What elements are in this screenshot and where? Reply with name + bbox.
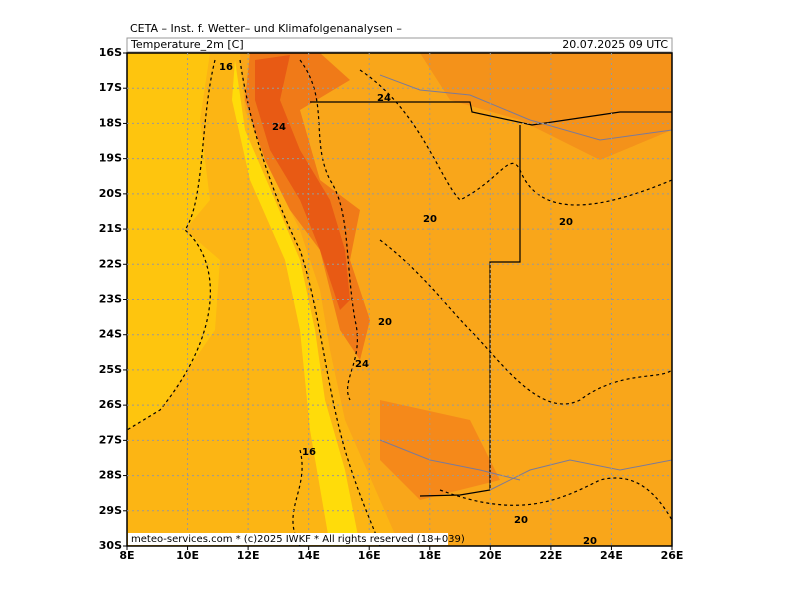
x-tick-label: 22E [539, 549, 562, 562]
y-tick-label: 18S [99, 116, 122, 129]
y-tick-label: 27S [99, 433, 122, 446]
y-tick-label: 17S [99, 81, 122, 94]
warm-zone [420, 53, 672, 160]
contour-label: 20 [514, 515, 528, 526]
contour-label: 20 [378, 317, 392, 328]
coastal-strip [232, 60, 360, 546]
y-tick-label: 26S [99, 398, 122, 411]
contour-label: 24 [272, 122, 286, 133]
x-tick-label: 18E [418, 549, 441, 562]
subtitle-box [126, 37, 673, 53]
title: CETA – Inst. f. Wetter– und Klimafolgena… [130, 22, 402, 35]
y-tick-label: 22S [99, 257, 122, 270]
map-area: 16 24 24 20 20 20 24 16 20 20 meteo-serv… [126, 52, 673, 547]
y-tick-label: 30S [99, 539, 122, 552]
contour-label: 20 [559, 217, 573, 228]
y-tick-label: 24S [99, 328, 122, 341]
ocean-cool [127, 53, 220, 430]
footer-box [128, 533, 448, 545]
contour-label: 16 [219, 62, 233, 73]
y-tick-label: 25S [99, 363, 122, 376]
valid-time: 20.07.2025 09 UTC [562, 38, 668, 51]
footer: meteo-services.com * (c)2025 IWKF * All … [131, 534, 465, 545]
contour-label: 20 [583, 536, 597, 547]
contour-label: 24 [355, 359, 369, 370]
x-tick-label: 10E [176, 549, 199, 562]
contour-label: 16 [302, 447, 316, 458]
variable: Temperature_2m [C] [130, 38, 244, 51]
y-tick-label: 21S [99, 222, 122, 235]
y-tick-label: 29S [99, 504, 122, 517]
x-tick-label: 8E [119, 549, 134, 562]
x-tick-label: 12E [237, 549, 260, 562]
hot-zone [255, 55, 350, 310]
warm-zone [380, 400, 500, 500]
x-tick-label: 26E [661, 549, 684, 562]
grid [127, 53, 672, 546]
x-tick-label: 20E [479, 549, 502, 562]
y-tick-label: 16S [99, 46, 122, 59]
x-tick-label: 24E [600, 549, 623, 562]
x-tick-label: 14E [297, 549, 320, 562]
x-tick-label: 16E [358, 549, 381, 562]
y-tick-label: 20S [99, 187, 122, 200]
y-tick-label: 28S [99, 469, 122, 482]
axis-ticks: 8E 10E 12E 14E 16E 18E 20E 22E 24E 26E 16S 17S 18S 19… [99, 46, 684, 562]
contour-labels: 16 24 24 20 20 20 24 16 20 20 [219, 62, 597, 547]
contour-label: 20 [423, 214, 437, 225]
y-tick-label: 23S [99, 293, 122, 306]
contours [127, 59, 672, 546]
contour-label: 24 [377, 93, 391, 104]
y-tick-label: 19S [99, 152, 122, 165]
rivers [379, 74, 672, 491]
